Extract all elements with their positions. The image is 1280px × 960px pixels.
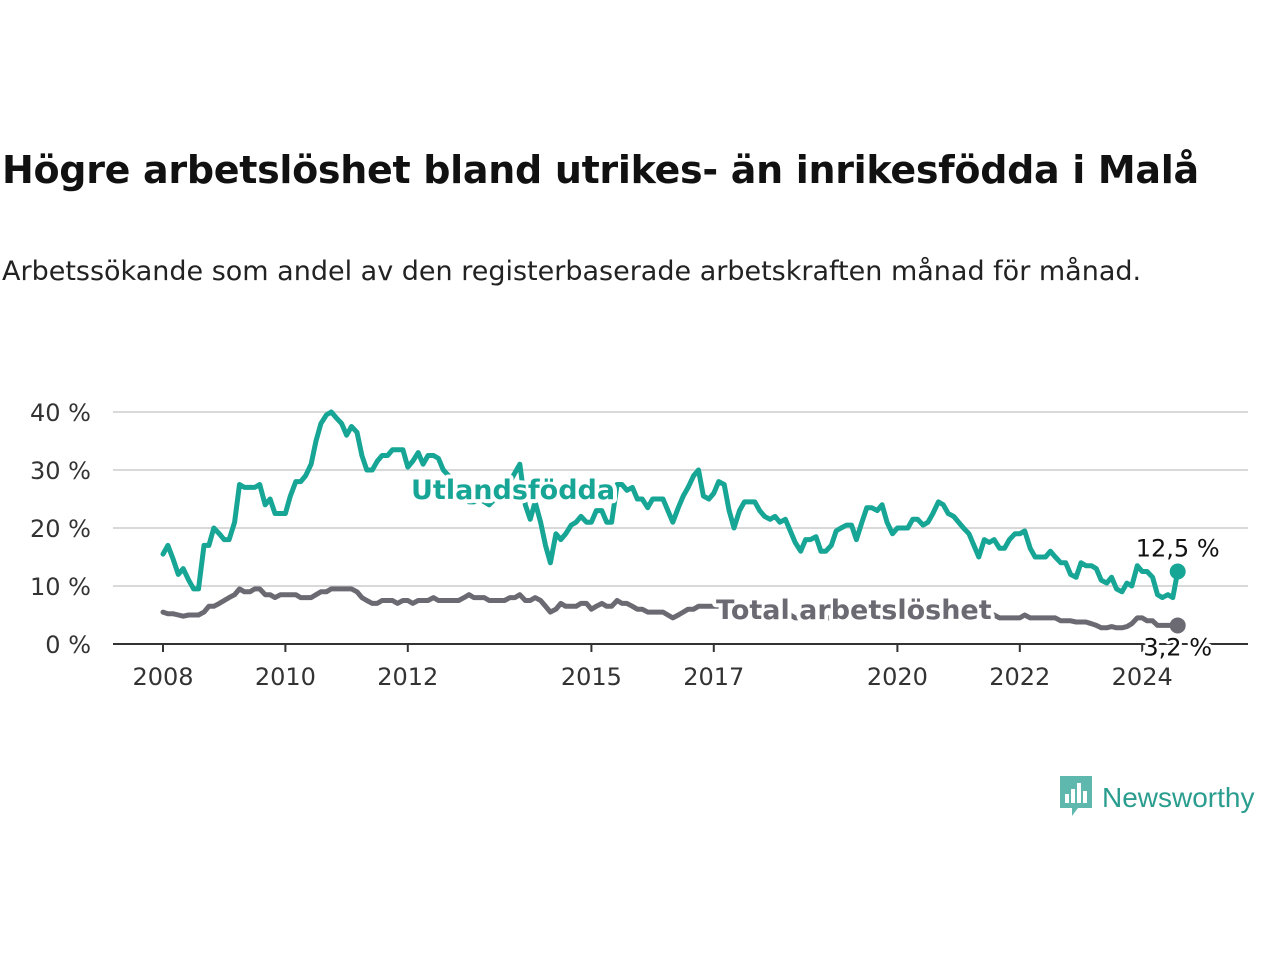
x-tick-label: 2008: [132, 663, 193, 691]
y-tick-label: 10 %: [30, 573, 91, 601]
y-tick-label: 30 %: [30, 457, 91, 485]
end-value-label-1: 3,2 %: [1143, 633, 1212, 661]
series-end-marker-0: [1169, 563, 1186, 580]
y-tick-label: 0 %: [45, 631, 91, 659]
x-tick-label: 2020: [867, 663, 928, 691]
x-tick-label: 2010: [255, 663, 316, 691]
end-value-label-0: 12,5 %: [1136, 535, 1220, 563]
series-line-1: [160, 586, 1181, 631]
brand-name: Newsworthy: [1102, 782, 1255, 813]
series-end-marker-1: [1169, 617, 1186, 634]
chart-subtitle: Arbetssökande som andel av den registerb…: [2, 256, 1142, 287]
x-tick-label: 2012: [377, 663, 438, 691]
series-line-0: [160, 409, 1181, 601]
x-tick-label: 2015: [561, 663, 622, 691]
series-label-0: Utlandsfödda: [411, 475, 615, 506]
newsworthy-logo: Newsworthy: [1058, 774, 1254, 822]
x-tick-label: 2022: [989, 663, 1050, 691]
series-label-1: Total arbetslöshet: [716, 595, 992, 626]
y-tick-label: 20 %: [30, 515, 91, 543]
chart-title: Högre arbetslöshet bland utrikes- än inr…: [2, 148, 1199, 192]
x-tick-label: 2024: [1112, 663, 1173, 691]
bar-chart-speech-bubble-icon: [1058, 774, 1094, 822]
y-tick-label: 40 %: [30, 399, 91, 427]
x-tick-label: 2017: [683, 663, 744, 691]
